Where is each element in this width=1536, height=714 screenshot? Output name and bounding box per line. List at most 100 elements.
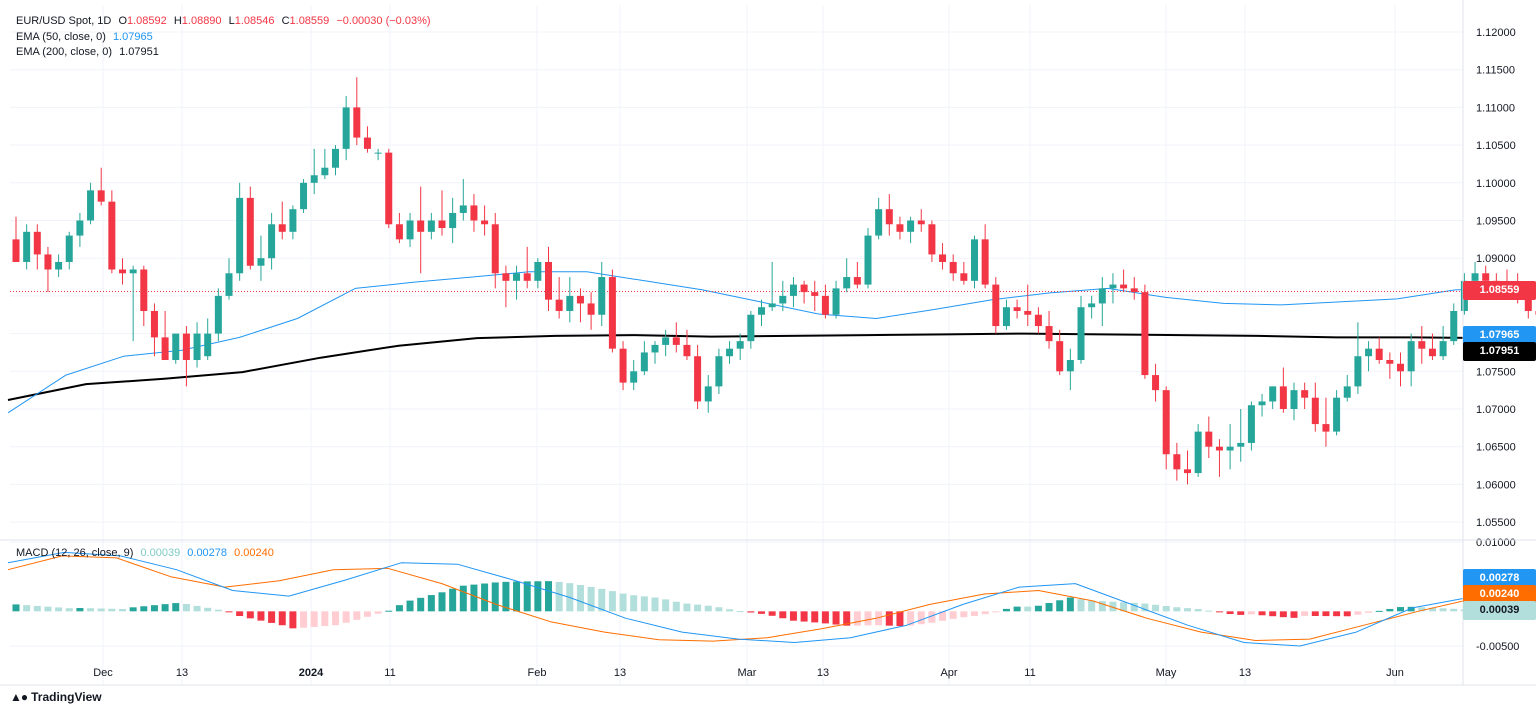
macd-hist-bar — [843, 611, 851, 626]
candle-up — [289, 209, 297, 232]
candle-up — [459, 205, 467, 213]
open-label: O — [118, 15, 127, 27]
macd-hist-bar — [172, 603, 180, 612]
macd-hist-bar — [640, 596, 648, 612]
macd-hist-bar — [1056, 600, 1064, 612]
candle-down — [555, 299, 563, 311]
macd-hist-bar — [1215, 611, 1223, 613]
macd-hist-bar — [427, 595, 435, 612]
price-tick-label: 1.11000 — [1476, 102, 1515, 114]
candle-down — [1056, 341, 1064, 372]
macd-hist-bar — [1450, 608, 1458, 612]
macd-hist-bar — [715, 607, 723, 612]
macd-hist-bar — [619, 593, 627, 612]
candle-up — [534, 261, 542, 281]
macd-hist-bar — [76, 607, 84, 612]
candle-up — [225, 273, 233, 296]
ema50-label: EMA (50, close, 0) — [16, 31, 106, 43]
candle-up — [1354, 356, 1362, 387]
signal-price-tag: 0.00240 — [1463, 585, 1536, 604]
candle-down — [1428, 348, 1436, 357]
macd-hist-bar — [1428, 607, 1436, 612]
macd-hist-bar — [65, 608, 73, 612]
candle-up — [214, 295, 222, 334]
candles-layer — [10, 77, 1536, 485]
macd-hist-bar — [928, 611, 936, 623]
candle-down — [140, 269, 148, 311]
macd-hist-bar — [907, 611, 915, 626]
time-tick-label: Dec — [93, 667, 113, 679]
candle-down — [672, 337, 680, 345]
macd-hist-bar — [1130, 602, 1138, 612]
macd-hist-bar — [1162, 606, 1170, 612]
candle-up — [55, 261, 63, 270]
candle-up — [1365, 348, 1373, 357]
macd-hist-bar — [885, 611, 893, 626]
tradingview-brand[interactable]: ▲● TradingView — [10, 690, 102, 704]
macd-signal-value: 0.00240 — [234, 547, 274, 559]
candle-up — [300, 182, 308, 210]
macd-hist-bar — [992, 611, 1000, 613]
candle-down — [1524, 292, 1532, 311]
macd-hist-bar — [459, 585, 467, 612]
macd-hist-bar — [321, 611, 329, 627]
candle-down — [481, 220, 489, 225]
candle-up — [1407, 341, 1415, 372]
candle-up — [1194, 431, 1202, 474]
candle-down — [363, 137, 371, 149]
macd-hist-bar — [534, 581, 542, 612]
macd-hist-bar — [768, 611, 776, 616]
macd-hist-bar — [150, 605, 158, 612]
candle-up — [704, 386, 712, 402]
ema200-layer — [7, 332, 1536, 401]
macd-hist-bar — [1034, 605, 1042, 612]
macd-hist-bar — [214, 609, 222, 612]
candle-up — [1471, 273, 1479, 281]
price-tick-label: 1.11500 — [1476, 65, 1515, 77]
candle-down — [353, 107, 361, 138]
macd-tick-label: -0.00500 — [1476, 641, 1519, 653]
candle-down — [992, 284, 1000, 327]
candle-down — [395, 224, 403, 240]
ema50-value: 1.07965 — [112, 31, 153, 43]
candle-up — [321, 167, 329, 176]
candle-up — [449, 212, 457, 229]
candle-up — [1077, 307, 1085, 360]
candle-up — [1333, 397, 1341, 432]
macd-hist-bar — [662, 599, 670, 612]
high-label: H — [173, 15, 182, 27]
candle-up — [789, 284, 797, 296]
candle-up — [843, 277, 851, 289]
macd-hist-bar — [555, 581, 563, 612]
candle-up — [1109, 284, 1117, 289]
macd-layer — [7, 551, 1536, 647]
candle-up — [257, 258, 265, 266]
macd-hist-bar — [811, 611, 819, 623]
ema200-line — [7, 332, 1536, 401]
candle-up — [715, 356, 723, 387]
time-tick-label: May — [1156, 667, 1177, 679]
candle-down — [885, 209, 893, 225]
macd-hist-bar — [1269, 611, 1277, 617]
macd-hist-bar — [608, 591, 616, 612]
macd-hist-bar — [417, 597, 425, 612]
candle-up — [1343, 386, 1351, 398]
macd-tick-label: 0.01000 — [1476, 537, 1516, 549]
candle-up — [832, 288, 840, 315]
macd-hist-bar — [1226, 611, 1234, 615]
low-label: L — [228, 15, 235, 27]
open-value: 1.08592 — [127, 15, 167, 27]
macd-hist-bar — [949, 611, 957, 619]
macd-hist-bar — [789, 611, 797, 621]
candle-down — [470, 205, 478, 221]
candle-down — [1013, 307, 1021, 311]
price-tick-label: 1.10000 — [1476, 178, 1516, 190]
candle-up — [598, 277, 606, 315]
candle-up — [907, 220, 915, 232]
macd-hist-bar — [853, 611, 861, 626]
macd-hist-bar — [225, 611, 233, 613]
macd-hist-bar — [438, 592, 446, 612]
time-tick-label: Feb — [528, 667, 547, 679]
macd-hist-bar — [1013, 606, 1021, 612]
